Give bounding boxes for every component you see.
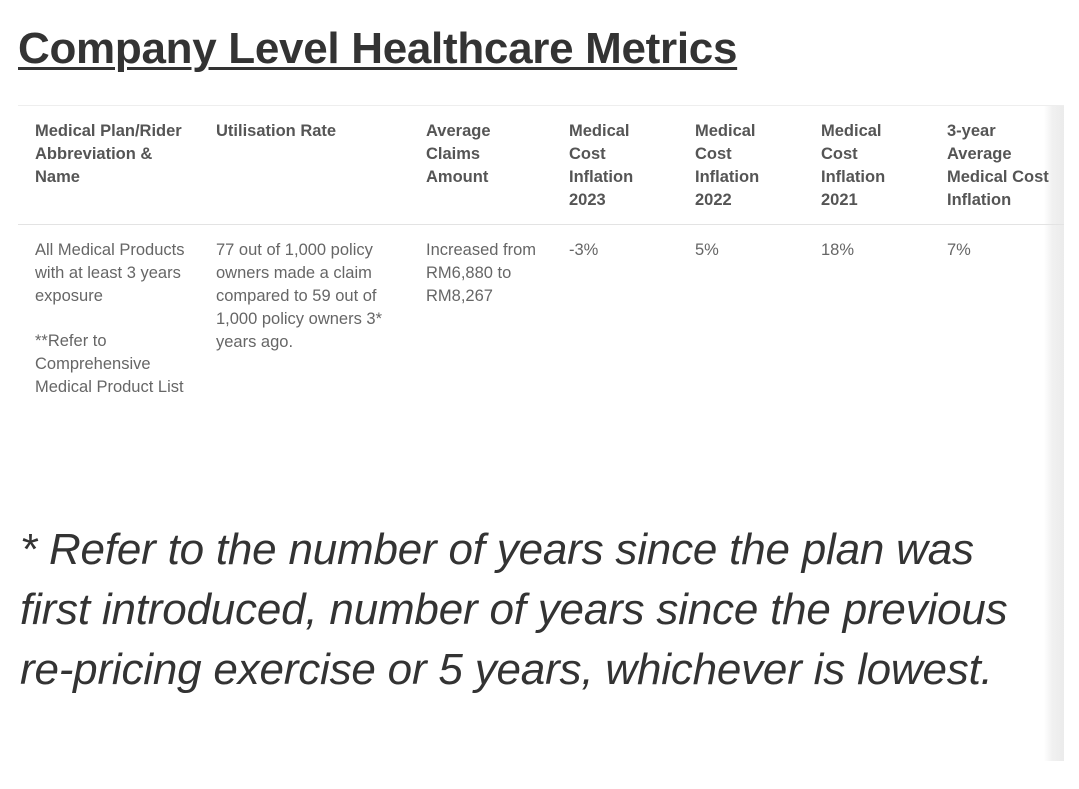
metrics-table-container: Medical Plan/Rider Abbreviation & Name U… xyxy=(18,105,1064,761)
header-inflation-2023: Medical Cost Inflation 2023 xyxy=(552,105,678,225)
cell-inflation-3yr-average: 7% xyxy=(947,241,971,259)
header-inflation-2022: Medical Cost Inflation 2022 xyxy=(678,105,804,225)
cell-utilisation-rate: 77 out of 1,000 policy owners made a cla… xyxy=(216,241,383,351)
page-title: Company Level Healthcare Metrics xyxy=(18,24,738,73)
header-utilisation-rate: Utilisation Rate xyxy=(199,105,409,225)
header-inflation-2021: Medical Cost Inflation 2021 xyxy=(804,105,930,225)
plan-name-text: All Medical Products with at least 3 yea… xyxy=(35,241,185,305)
healthcare-metrics-table: Medical Plan/Rider Abbreviation & Name U… xyxy=(18,105,1064,409)
cell-average-claims-amount: Increased from RM6,880 to RM8,267 xyxy=(426,241,537,305)
table-row: All Medical Products with at least 3 yea… xyxy=(18,225,1064,410)
cell-inflation-2023: -3% xyxy=(569,241,599,259)
footnote: * Refer to the number of years since the… xyxy=(20,525,1008,694)
header-plan-name: Medical Plan/Rider Abbreviation & Name xyxy=(18,105,199,225)
plan-note-text: **Refer to Comprehensive Medical Product… xyxy=(35,332,184,396)
cell-inflation-2022: 5% xyxy=(695,241,719,259)
table-header-row: Medical Plan/Rider Abbreviation & Name U… xyxy=(18,105,1064,225)
cell-inflation-2021: 18% xyxy=(821,241,855,259)
cell-plan-name: All Medical Products with at least 3 yea… xyxy=(18,225,199,410)
header-inflation-3yr-average: 3-year Average Medical Cost Inflation xyxy=(930,105,1064,225)
header-average-claims-amount: Average Claims Amount xyxy=(409,105,552,225)
